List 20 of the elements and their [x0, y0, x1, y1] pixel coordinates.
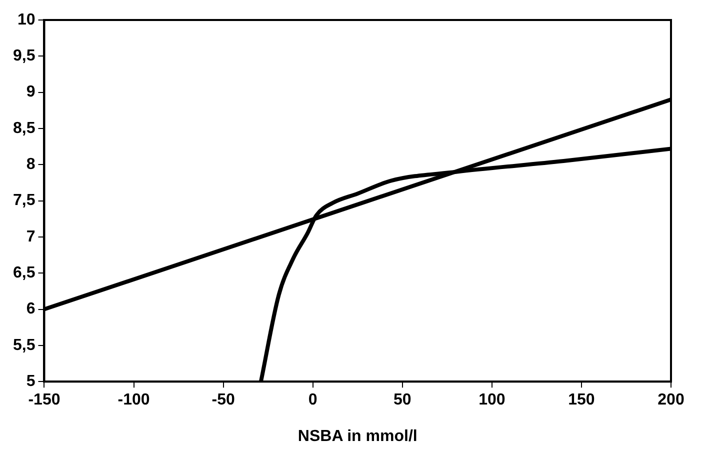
y-tick-label: 7,5 [12, 192, 36, 210]
y-tick-label: 7 [26, 228, 36, 246]
y-tick-label: 5 [26, 373, 36, 390]
y-tick-label: 9 [26, 84, 36, 101]
x-axis-title: NSBA in mmol/l [298, 428, 418, 445]
y-tick-label: 9,5 [12, 48, 36, 65]
x-tick-label: 200 [658, 392, 684, 409]
y-tick-label: 6 [26, 300, 36, 318]
x-tick-label: 50 [393, 392, 412, 409]
y-tick-label: 8 [26, 156, 36, 174]
x-tick-label: 100 [478, 392, 506, 409]
y-tick-label: 6,5 [12, 264, 36, 282]
y-tick-label: 8,5 [12, 120, 36, 137]
y-tick-label: 5,5 [12, 336, 36, 354]
x-tick-label: -150 [28, 392, 60, 409]
x-tick-label: 150 [568, 392, 595, 409]
x-tick-label: -100 [118, 392, 150, 409]
x-tick-label: -50 [212, 392, 235, 409]
y-tick-label: 10 [17, 11, 36, 28]
x-tick-label: 0 [308, 392, 318, 409]
